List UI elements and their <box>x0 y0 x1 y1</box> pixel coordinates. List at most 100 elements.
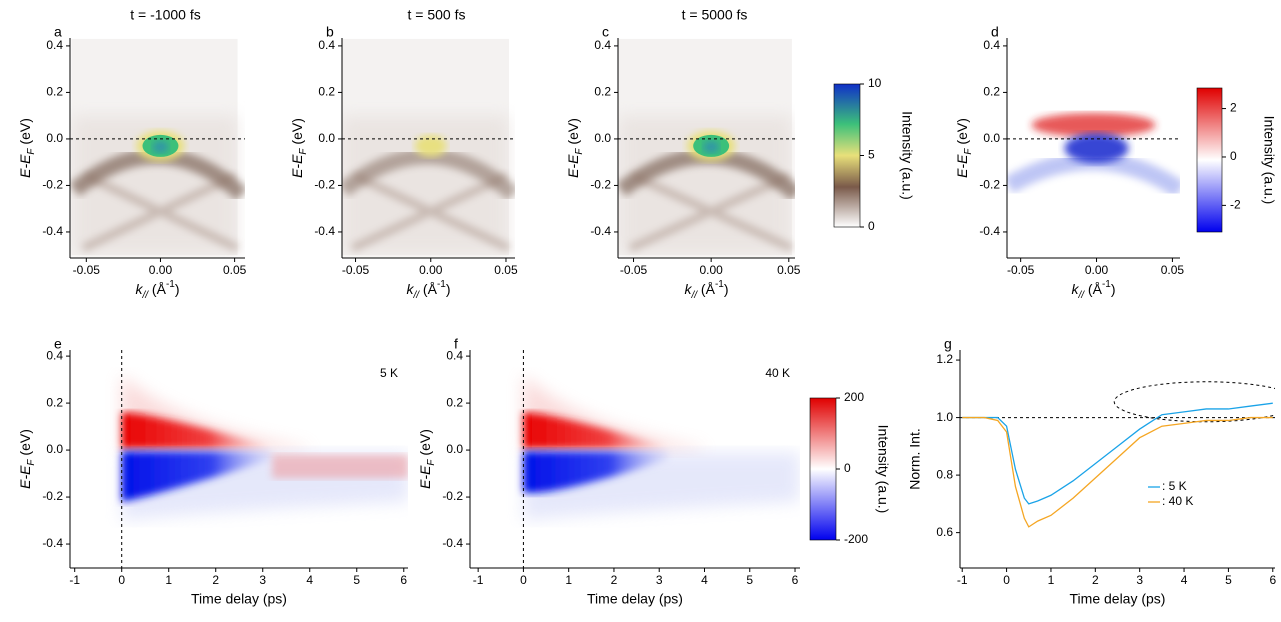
label-part: E-E <box>289 154 305 178</box>
heatmap-peak <box>152 141 169 154</box>
y-tick-label: 0.4 <box>46 348 63 362</box>
y-tick-label: 0.4 <box>594 38 611 52</box>
label-part: F <box>963 148 974 155</box>
panel-letter: c <box>602 24 609 40</box>
plot-area <box>342 38 515 256</box>
panel-letter: d <box>991 24 999 40</box>
label-part: -1 <box>1102 279 1111 290</box>
label-part: -1 <box>166 279 175 290</box>
plot-area <box>121 350 408 568</box>
y-tick-label: 0.0 <box>46 442 63 456</box>
y-tick-label: 0.0 <box>446 442 463 456</box>
y-tick-label: -0.2 <box>42 489 63 503</box>
y-tick-label: -0.2 <box>979 178 1000 192</box>
heatmap-positive <box>523 412 664 449</box>
x-tick-label: 0.05 <box>777 263 801 277</box>
heatmap-peak <box>703 141 720 154</box>
colorbar-tick-label: -200 <box>844 532 868 546</box>
x-axis-label: Time delay (ps) <box>587 591 683 607</box>
x-tick-label: -0.05 <box>342 263 370 277</box>
x-tick-label: 3 <box>656 573 663 587</box>
heatmap-peak <box>414 134 447 157</box>
colorbar-tick-label: 0 <box>844 461 851 475</box>
x-tick-label: 2 <box>611 573 618 587</box>
y-tick-label: 0.4 <box>446 348 463 362</box>
x-tick-label: 1 <box>165 573 172 587</box>
heatmap-band <box>350 172 511 252</box>
x-tick-label: 0.05 <box>223 263 247 277</box>
x-axis-label: k// (Å-1) <box>1071 279 1115 301</box>
panel-title: t = -1000 fs <box>130 7 200 23</box>
y-tick-label: 0.2 <box>983 85 1000 99</box>
x-tick-label: 1 <box>1048 573 1055 587</box>
x-axis-label: k// (Å-1) <box>135 279 179 301</box>
panel-title: t = 5000 fs <box>682 7 748 23</box>
x-tick-label: 4 <box>1181 573 1188 587</box>
panel-letter: b <box>326 24 334 40</box>
y-tick-label: 0.2 <box>46 395 63 409</box>
y-tick-label: 0.6 <box>936 525 953 539</box>
y-tick-label: 1.2 <box>936 352 953 366</box>
label-part: k <box>135 281 143 297</box>
colorbar-label: Intensity (a.u.) <box>899 111 915 200</box>
heatmap-band <box>81 172 240 252</box>
label-part: // <box>690 290 698 301</box>
label-part: (eV) <box>565 118 581 148</box>
label-part: k <box>684 281 692 297</box>
plot-area <box>522 350 800 568</box>
x-tick-label: -0.05 <box>1007 263 1035 277</box>
x-tick-label: 0.05 <box>494 263 518 277</box>
y-tick-label: 0.2 <box>318 85 335 99</box>
label-part: E-E <box>954 154 970 178</box>
y-axis-label: E-EF (eV) <box>289 118 309 178</box>
label-part: // <box>1077 290 1085 301</box>
x-axis-label: k// (Å-1) <box>406 279 450 301</box>
x-tick-label: 5 <box>1225 573 1232 587</box>
x-axis-label: k// (Å-1) <box>684 279 728 301</box>
y-tick-label: 0.0 <box>46 131 63 145</box>
y-axis-label: E-EF (eV) <box>565 118 585 178</box>
label-part: F <box>426 459 437 466</box>
colorbar-tick-label: 5 <box>868 148 875 162</box>
heatmap-positive-late <box>272 454 408 479</box>
x-tick-label: 6 <box>792 573 799 587</box>
label-part: k <box>406 281 414 297</box>
y-axis-label: E-EF (eV) <box>954 118 974 178</box>
x-tick-label: 0.00 <box>699 263 723 277</box>
x-tick-label: 0 <box>118 573 125 587</box>
heatmap-negative <box>1064 133 1129 164</box>
colorbar-tick-label: 0 <box>1230 149 1237 163</box>
y-axis-label: Norm. Int. <box>907 428 923 489</box>
label-part: ) <box>1111 281 1116 297</box>
y-tick-label: -0.4 <box>590 224 611 238</box>
x-axis-label: Time delay (ps) <box>1070 591 1166 607</box>
label-part: k <box>1071 281 1079 297</box>
heatmap-band <box>628 172 794 252</box>
x-tick-label: -0.05 <box>73 263 101 277</box>
x-tick-label: 2 <box>212 573 219 587</box>
legend-label: : 40 K <box>1162 494 1193 508</box>
y-axis-label: E-EF (eV) <box>17 429 37 489</box>
label-part: F <box>26 148 37 155</box>
series-line <box>962 402 1273 505</box>
y-tick-label: -0.4 <box>42 224 63 238</box>
plot-area <box>618 38 795 256</box>
colorbar-tick-label: -2 <box>1230 198 1241 212</box>
x-tick-label: 0.00 <box>1085 263 1109 277</box>
x-tick-label: -0.05 <box>620 263 648 277</box>
colorbar <box>809 397 837 541</box>
x-tick-label: 0.00 <box>149 263 173 277</box>
plot-area <box>70 38 245 256</box>
heatmap-positive <box>121 412 268 449</box>
y-tick-label: 0.0 <box>594 131 611 145</box>
y-tick-label: -0.2 <box>314 178 335 192</box>
temperature-annotation: 40 K <box>765 366 790 380</box>
colorbar-label: Intensity (a.u.) <box>1261 116 1277 205</box>
label-part: (eV) <box>417 429 433 459</box>
colorbar-tick-label: 0 <box>868 219 875 233</box>
y-tick-label: 0.2 <box>594 85 611 99</box>
x-tick-label: -1 <box>957 573 968 587</box>
legend-label: : 5 K <box>1162 479 1187 493</box>
